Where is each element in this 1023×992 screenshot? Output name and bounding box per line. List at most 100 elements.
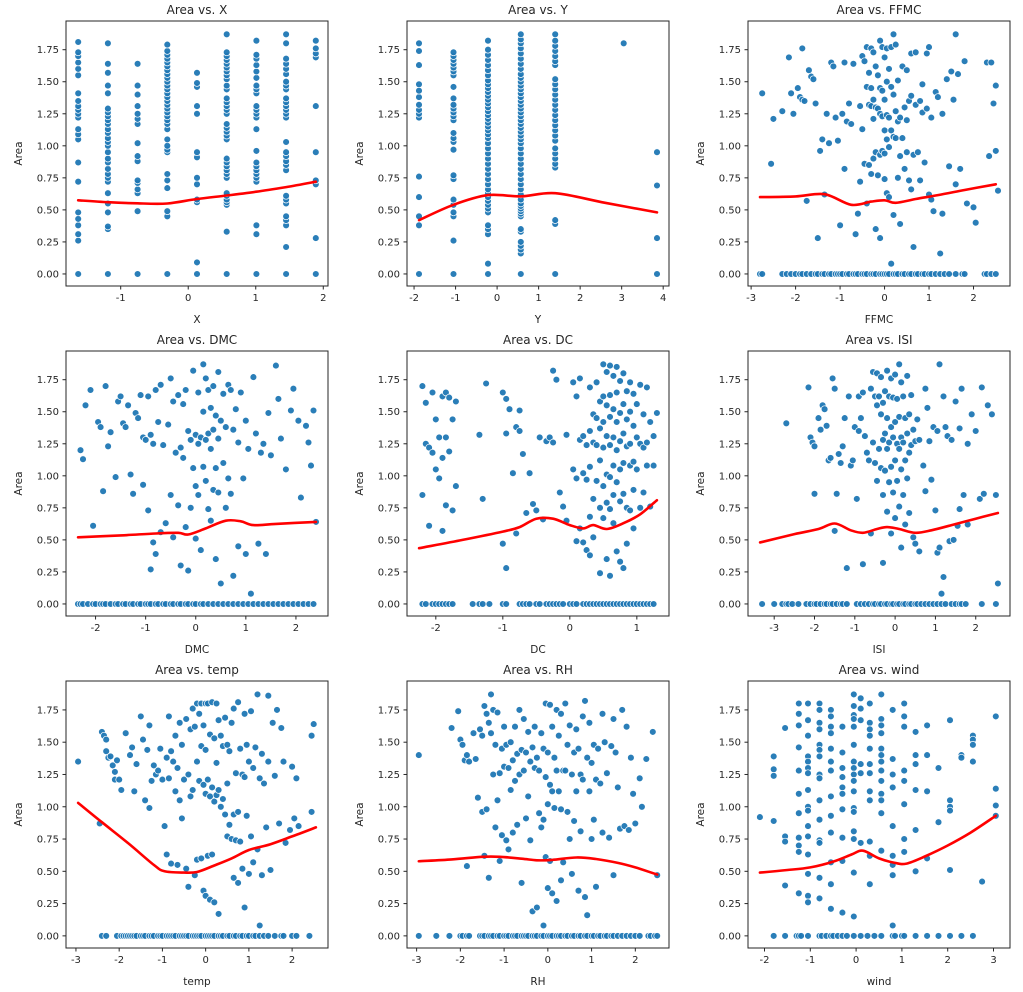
trend-line <box>758 814 998 874</box>
subplot-temp: Area vs. temp -3 -2 -1 0 1 2 temp 0.00 0.25 0.50 0.… <box>13 663 329 988</box>
y-tick-label: 1.00 <box>37 471 59 482</box>
scatter-points <box>74 690 318 940</box>
x-tick-label: 1 <box>243 623 249 634</box>
y-tick-label: 0.25 <box>37 567 59 578</box>
subplot-cell-x: Area vs. X -1 0 1 2 X 0.00 0.25 0.50 0.75 1.00 1.25… <box>0 0 341 330</box>
y-tick-label: 0.75 <box>37 503 59 514</box>
scatter-points <box>756 30 1002 278</box>
subplot-wind: Area vs. wind -2 -1 0 1 2 3 wind 0.00 0.25 0.50 0.7… <box>695 663 1011 988</box>
subplot-title: Area vs. DMC <box>157 333 237 347</box>
y-tick-label: 0.25 <box>37 899 59 910</box>
y-axis-label: Area <box>695 141 707 165</box>
y-tick-label: 0.75 <box>378 173 400 184</box>
x-tick-label: 0 <box>567 623 573 634</box>
x-tick-label: -2 <box>91 623 101 634</box>
trend-line <box>76 180 318 206</box>
subplot-cell-wind: Area vs. wind -2 -1 0 1 2 3 wind 0.00 0.25 0.50 0.7… <box>682 660 1023 992</box>
y-tick-label: 0.75 <box>719 503 741 514</box>
y-tick-label: 0.00 <box>719 931 741 942</box>
x-tick-label: -2 <box>409 293 419 304</box>
x-tick-label: 2 <box>293 623 299 634</box>
trend-line <box>76 518 318 539</box>
scatter-points <box>74 360 320 608</box>
y-tick-label: 1.00 <box>37 802 59 813</box>
subplot-cell-isi: Area vs. ISI -3 -2 -1 0 1 2 ISI 0.00 0.25 0.50 0.75… <box>682 330 1023 660</box>
x-tick-label: 2 <box>632 955 638 966</box>
y-tick-label: 0.00 <box>719 269 741 280</box>
x-tick-label: 3 <box>618 293 624 304</box>
y-tick-label: 0.25 <box>378 567 400 578</box>
y-tick-label: 1.75 <box>719 705 741 716</box>
x-tick-label: 2 <box>970 293 976 304</box>
y-tick-label: 0.00 <box>37 269 59 280</box>
y-tick-label: 0.25 <box>378 899 400 910</box>
x-tick-label: -2 <box>791 293 801 304</box>
x-tick-label: 1 <box>253 293 259 304</box>
x-tick-label: 2 <box>289 955 295 966</box>
y-tick-label: 1.50 <box>719 407 741 418</box>
axes-frame <box>65 680 329 949</box>
y-axis-label: Area <box>13 802 25 826</box>
y-tick-label: 0.50 <box>37 535 59 546</box>
x-tick-label: -1 <box>499 955 509 966</box>
y-tick-label: 1.50 <box>378 738 400 749</box>
x-tick-label: 1 <box>932 623 938 634</box>
x-axis-label: ISI <box>873 644 886 656</box>
y-axis-label: Area <box>695 471 707 495</box>
y-tick-label: 0.75 <box>378 835 400 846</box>
subplot-title: Area vs. DC <box>503 333 573 347</box>
y-tick-label: 0.25 <box>719 567 741 578</box>
y-tick-label: 1.75 <box>37 375 59 386</box>
x-tick-label: -3 <box>746 293 756 304</box>
y-tick-label: 1.25 <box>378 109 400 120</box>
y-tick-label: 0.00 <box>378 931 400 942</box>
x-tick-label: 2 <box>577 293 583 304</box>
x-tick-label: 0 <box>193 623 199 634</box>
scatter-points <box>74 30 320 278</box>
axes-frame <box>406 20 670 287</box>
y-tick-label: 0.50 <box>378 535 400 546</box>
x-axis-label: temp <box>183 976 211 988</box>
subplot-cell-temp: Area vs. temp -3 -2 -1 0 1 2 temp 0.00 0.25 0.50 0.… <box>0 660 341 992</box>
subplot-cell-y: Area vs. Y -2 -1 0 1 2 3 4 Y 0.00 0.25 0.50 0.75 1.00… <box>341 0 682 330</box>
y-tick-label: 0.25 <box>719 899 741 910</box>
x-tick-label: -2 <box>114 955 124 966</box>
y-tick-label: 0.00 <box>378 269 400 280</box>
y-tick-label: 0.75 <box>719 835 741 846</box>
subplot-title: Area vs. RH <box>503 663 573 677</box>
subplot-y: Area vs. Y -2 -1 0 1 2 3 4 Y 0.00 0.25 0.50 0.75 1.00… <box>354 3 670 326</box>
y-axis-label: Area <box>354 802 366 826</box>
y-tick-label: 0.50 <box>37 205 59 216</box>
x-tick-label: -1 <box>451 293 461 304</box>
x-axis-label: Y <box>534 314 542 326</box>
y-tick-label: 0.50 <box>37 867 59 878</box>
y-tick-label: 1.00 <box>378 141 400 152</box>
y-tick-label: 1.25 <box>719 770 741 781</box>
y-tick-label: 0.75 <box>378 503 400 514</box>
y-axis-label: Area <box>354 141 366 165</box>
x-axis-label: DMC <box>185 644 209 656</box>
trend-line <box>417 498 659 550</box>
y-tick-label: 0.50 <box>719 535 741 546</box>
y-tick-label: 0.75 <box>37 835 59 846</box>
x-tick-label: 0 <box>494 293 500 304</box>
x-tick-label: 1 <box>926 293 932 304</box>
trend-line <box>76 801 318 875</box>
y-axis-label: Area <box>13 471 25 495</box>
subplot-dmc: Area vs. DMC -2 -1 0 1 2 DMC 0.00 0.25 0.50 0.75 1.… <box>13 333 329 656</box>
x-tick-label: -1 <box>805 955 815 966</box>
y-tick-label: 0.75 <box>37 173 59 184</box>
x-tick-label: 0 <box>202 955 208 966</box>
y-tick-label: 0.50 <box>378 205 400 216</box>
y-tick-label: 1.50 <box>37 77 59 88</box>
y-tick-label: 1.00 <box>378 471 400 482</box>
y-tick-label: 1.25 <box>37 109 59 120</box>
trend-line <box>758 183 998 207</box>
subplot-rh: Area vs. RH -3 -2 -1 0 1 2 RH 0.00 0.25 0.50 0.75 1.… <box>354 663 670 988</box>
x-tick-label: -1 <box>498 623 508 634</box>
y-tick-label: 0.00 <box>37 599 59 610</box>
x-tick-label: 2 <box>320 293 326 304</box>
y-axis-label: Area <box>695 802 707 826</box>
x-tick-label: 0 <box>185 293 191 304</box>
x-tick-label: -2 <box>810 623 820 634</box>
